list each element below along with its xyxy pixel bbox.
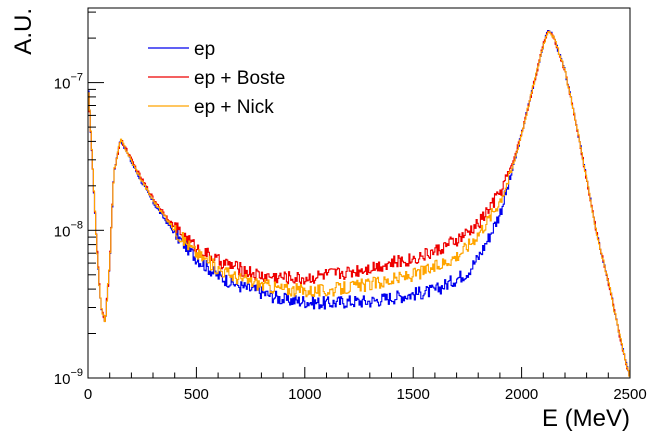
x-tick-label: 2500 (613, 386, 646, 403)
x-tick-label: 2000 (505, 386, 538, 403)
legend: ep ep + Boste ep + Nick (148, 39, 285, 118)
legend-label-ep-nick: ep + Nick (194, 97, 274, 118)
x-axis-title: E (MeV) (542, 405, 630, 432)
x-tick-label: 0 (84, 386, 92, 403)
series-layer (88, 29, 630, 377)
x-tick-label: 1500 (397, 386, 430, 403)
legend-label-ep: ep (194, 39, 215, 60)
x-tick-label: 1000 (288, 386, 321, 403)
plot-frame (87, 7, 631, 379)
x-tick-label: 500 (184, 386, 209, 403)
ticks-layer (87, 11, 631, 379)
series-ep-nick (88, 31, 630, 377)
series-ep-boste (88, 30, 630, 377)
y-axis-title: A.U. (10, 8, 37, 55)
legend-label-ep-boste: ep + Boste (194, 68, 285, 89)
